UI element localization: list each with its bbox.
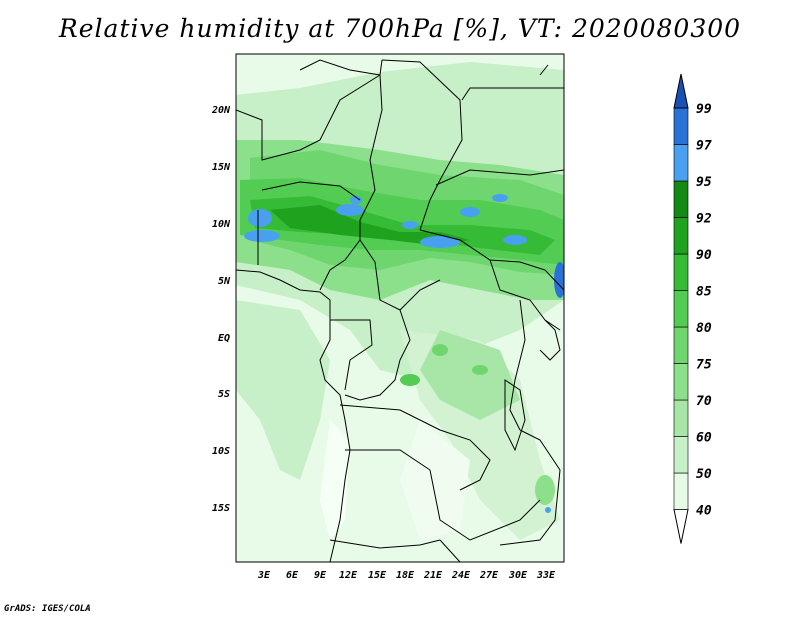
colorbar-label: 75: [696, 358, 712, 373]
lon-label-9e: 9E: [314, 570, 327, 581]
lon-label-24e: 24E: [451, 570, 471, 581]
lat-label-10n: 10N: [212, 219, 231, 230]
lon-label-21e: 21E: [423, 570, 443, 581]
chart-title: Relative humidity at 700hPa [%], VT: 202…: [58, 14, 742, 43]
colorbar-segment-below: [673, 509, 689, 544]
lat-label-5n: 5N: [218, 276, 231, 287]
lat-label-eq: EQ: [218, 333, 230, 344]
colorbar-label: 70: [696, 394, 712, 409]
colorbar-segment: [673, 399, 689, 437]
colorbar: 40 50 60 70 75 80 85 90 92 95 97 99: [673, 73, 712, 544]
lon-label-18e: 18E: [396, 570, 415, 581]
colorbar-label: 50: [696, 467, 712, 482]
lat-label-15s: 15S: [212, 503, 230, 514]
lon-label-3e: 3E: [257, 570, 271, 581]
colorbar-segment: [673, 253, 689, 291]
humidity-field: [236, 54, 564, 562]
colorbar-label: 80: [696, 321, 712, 336]
lat-label-15n: 15N: [212, 162, 231, 173]
colorbar-label: 40: [696, 504, 712, 519]
colorbar-segment: [673, 217, 689, 255]
lon-label-33e: 33E: [536, 570, 556, 581]
colorbar-segment: [673, 363, 689, 401]
colorbar-segment-above: [673, 73, 689, 109]
lon-label-27e: 27E: [479, 570, 499, 581]
colorbar-label: 92: [696, 212, 712, 227]
colorbar-label: 99: [696, 102, 712, 117]
colorbar-segment: [673, 472, 689, 510]
lat-label-10s: 10S: [212, 446, 230, 457]
colorbar-segment: [673, 107, 689, 145]
longitude-axis: 3E 6E 9E 12E 15E 18E 21E 24E 27E 30E 33E: [257, 570, 556, 581]
credit-text: GrADS: IGES/COLA: [4, 604, 91, 614]
colorbar-segment: [673, 326, 689, 364]
colorbar-label: 85: [696, 285, 712, 300]
lat-label-5s: 5S: [218, 389, 230, 400]
lon-label-6e: 6E: [286, 570, 299, 581]
lon-label-30e: 30E: [508, 570, 528, 581]
colorbar-label: 60: [696, 431, 712, 446]
country-borders: [236, 59, 564, 562]
lat-label-20n: 20N: [211, 105, 231, 116]
colorbar-label: 97: [696, 139, 712, 154]
colorbar-segment: [673, 180, 689, 218]
colorbar-segment: [673, 144, 689, 182]
colorbar-label: 90: [696, 248, 712, 263]
colorbar-segment: [673, 290, 689, 328]
latitude-axis: 20N 15N 10N 5N EQ 5S 10S 15S: [211, 105, 231, 514]
lon-label-12e: 12E: [339, 570, 358, 581]
colorbar-label: 95: [696, 175, 712, 190]
colorbar-segment: [673, 436, 689, 474]
map-frame: [235, 53, 565, 563]
lon-label-15e: 15E: [368, 570, 387, 581]
